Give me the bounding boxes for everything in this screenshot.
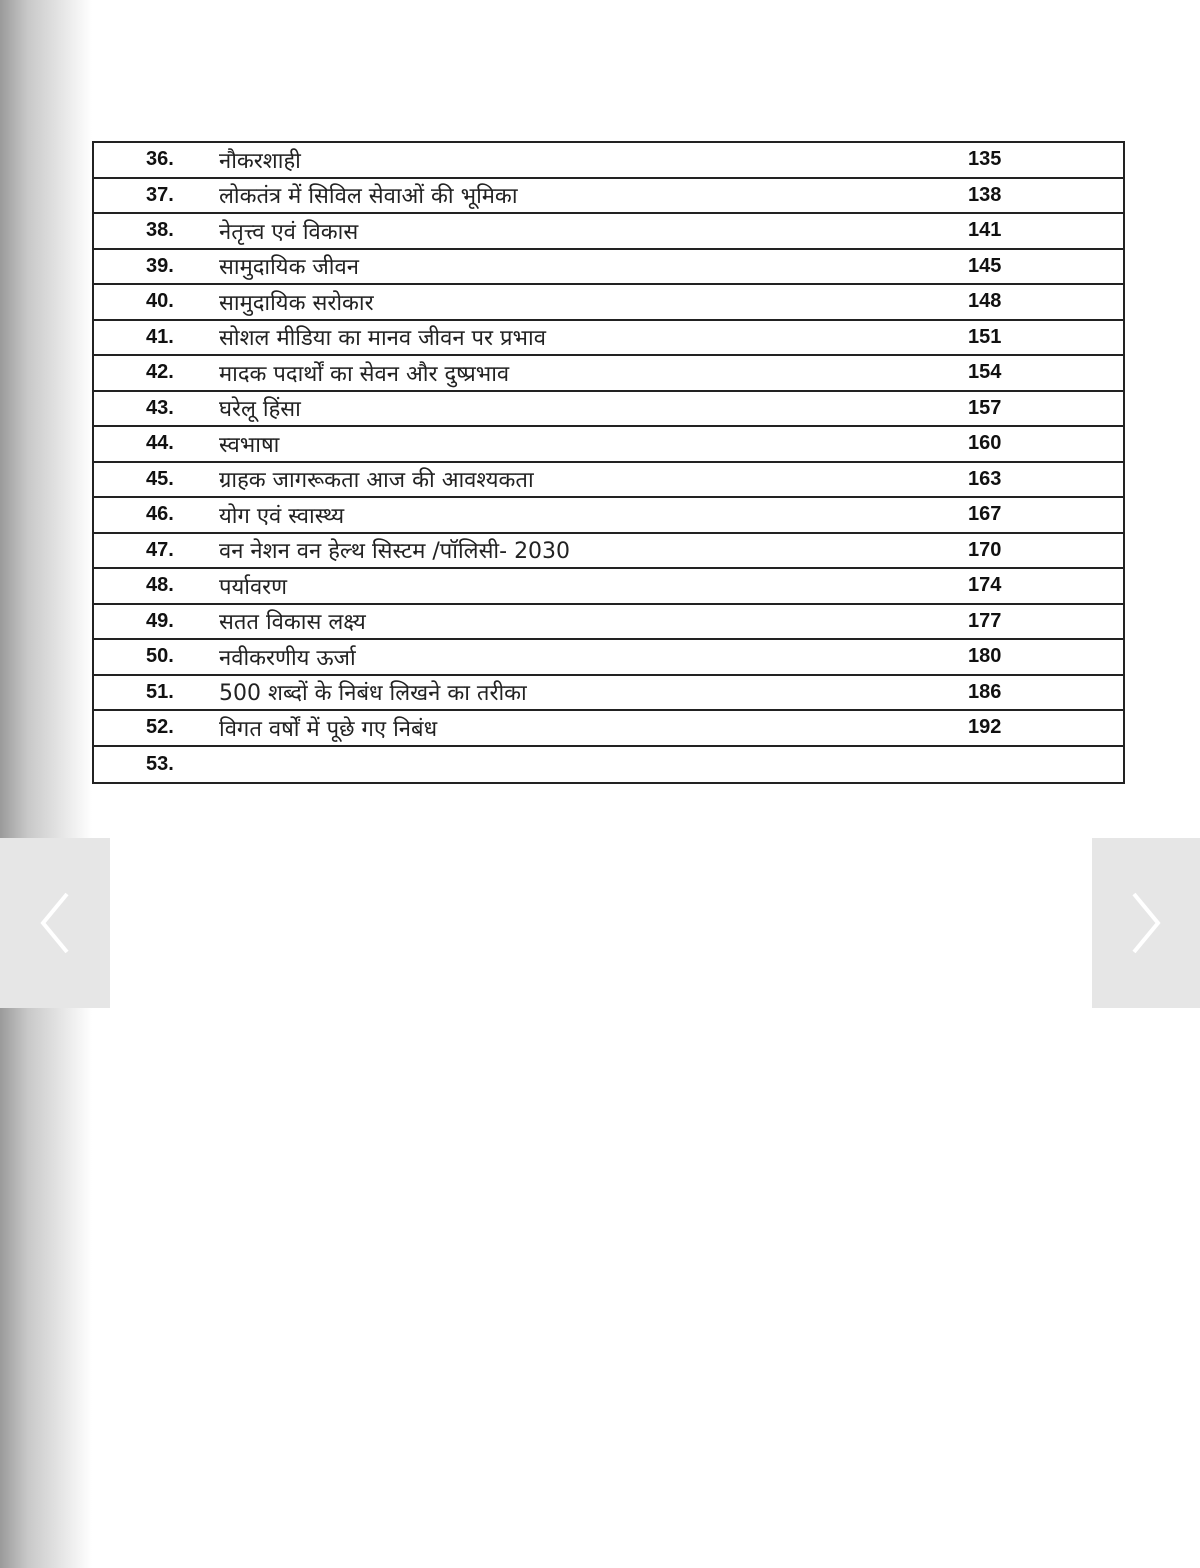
toc-page-number: 174 xyxy=(968,574,1002,597)
toc-title: पर्यावरण xyxy=(219,574,288,600)
toc-row[interactable]: 39. सामुदायिक जीवन 145 xyxy=(94,250,1123,285)
toc-row[interactable]: 36. नौकरशाही 135 xyxy=(94,143,1123,179)
toc-number: 53. xyxy=(146,752,174,775)
toc-number: 44. xyxy=(146,432,174,455)
toc-page-number: 151 xyxy=(968,325,1002,348)
toc-title: नेतृत्त्व एवं विकास xyxy=(219,219,359,245)
toc-number: 43. xyxy=(146,396,174,419)
toc-title: स्वभाषा xyxy=(219,432,280,458)
toc-row[interactable]: 46. योग एवं स्वास्थ्य 167 xyxy=(94,498,1123,534)
toc-page-number: 135 xyxy=(968,148,1002,171)
toc-title: मादक पदार्थों का सेवन और दुष्प्रभाव xyxy=(219,361,510,387)
next-page-button[interactable] xyxy=(1092,838,1200,1008)
toc-title: सोशल मीडिया का मानव जीवन पर प्रभाव xyxy=(219,326,546,352)
toc-page-number: 186 xyxy=(968,680,1002,703)
toc-number: 47. xyxy=(146,538,174,561)
toc-page-number: 138 xyxy=(968,183,1002,206)
toc-page-number: 170 xyxy=(968,538,1002,561)
toc-page-number: 154 xyxy=(968,361,1002,384)
toc-number: 37. xyxy=(146,183,174,206)
toc-number: 42. xyxy=(146,361,174,384)
toc-page-number: 141 xyxy=(968,219,1002,242)
toc-row[interactable]: 51. 500 शब्दों के निबंध लिखने का तरीका 186 xyxy=(94,676,1123,711)
page-edge-shadow xyxy=(0,0,92,1568)
toc-row[interactable]: 41. सोशल मीडिया का मानव जीवन पर प्रभाव 151 xyxy=(94,321,1123,356)
chevron-left-icon xyxy=(40,892,69,954)
toc-number: 52. xyxy=(146,716,174,739)
toc-title: घरेलू हिंसा xyxy=(219,397,301,423)
toc-page-number: 192 xyxy=(968,716,1002,739)
toc-title: ग्राहक जागरूकता आज की आवश्यकता xyxy=(219,468,534,494)
toc-row[interactable]: 47. वन नेशन वन हेल्थ सिस्टम /पॉलिसी- 2030… xyxy=(94,534,1123,569)
toc-page-number: 163 xyxy=(968,467,1002,490)
toc-row[interactable]: 48. पर्यावरण 174 xyxy=(94,569,1123,605)
toc-row[interactable]: 38. नेतृत्त्व एवं विकास 141 xyxy=(94,214,1123,250)
toc-title: लोकतंत्र में सिविल सेवाओं की भूमिका xyxy=(219,184,518,210)
toc-page-number: 145 xyxy=(968,254,1002,277)
table-of-contents: 36. नौकरशाही 135 37. लोकतंत्र में सिविल सेवा… xyxy=(92,141,1125,784)
toc-page-number: 177 xyxy=(968,609,1002,632)
toc-page-number: 157 xyxy=(968,396,1002,419)
toc-row[interactable]: 43. घरेलू हिंसा 157 xyxy=(94,392,1123,427)
toc-row[interactable]: 52. विगत वर्षों में पूछे गए निबंध 192 xyxy=(94,711,1123,747)
toc-number: 38. xyxy=(146,219,174,242)
toc-title: सतत विकास लक्ष्य xyxy=(219,610,366,636)
toc-row[interactable]: 50. नवीकरणीय ऊर्जा 180 xyxy=(94,640,1123,676)
toc-title: वन नेशन वन हेल्थ सिस्टम /पॉलिसी- 2030 xyxy=(219,539,571,565)
toc-title: विगत वर्षों में पूछे गए निबंध xyxy=(219,716,438,742)
chevron-right-icon xyxy=(1132,892,1161,954)
toc-page-number: 180 xyxy=(968,645,1002,668)
toc-title: सामुदायिक सरोकार xyxy=(219,290,374,316)
toc-title: 500 शब्दों के निबंध लिखने का तरीका xyxy=(219,681,527,707)
toc-number: 39. xyxy=(146,254,174,277)
toc-number: 50. xyxy=(146,645,174,668)
previous-page-button[interactable] xyxy=(0,838,110,1008)
toc-row[interactable]: 37. लोकतंत्र में सिविल सेवाओं की भूमिका 13… xyxy=(94,179,1123,214)
toc-number: 46. xyxy=(146,503,174,526)
toc-row[interactable]: 45. ग्राहक जागरूकता आज की आवश्यकता 163 xyxy=(94,463,1123,498)
toc-row[interactable]: 42. मादक पदार्थों का सेवन और दुष्प्रभाव 15… xyxy=(94,356,1123,392)
toc-number: 45. xyxy=(146,467,174,490)
toc-number: 51. xyxy=(146,680,174,703)
toc-row[interactable]: 49. सतत विकास लक्ष्य 177 xyxy=(94,605,1123,640)
toc-number: 49. xyxy=(146,609,174,632)
toc-title: योग एवं स्वास्थ्य xyxy=(219,503,345,529)
toc-title: नवीकरणीय ऊर्जा xyxy=(219,645,356,671)
toc-row[interactable]: 40. सामुदायिक सरोकार 148 xyxy=(94,285,1123,321)
toc-number: 40. xyxy=(146,290,174,313)
toc-title: सामुदायिक जीवन xyxy=(219,255,359,281)
toc-number: 48. xyxy=(146,574,174,597)
toc-number: 41. xyxy=(146,325,174,348)
toc-row[interactable]: 53. xyxy=(94,747,1123,783)
toc-number: 36. xyxy=(146,148,174,171)
toc-page-number: 167 xyxy=(968,503,1002,526)
toc-page-number: 160 xyxy=(968,432,1002,455)
toc-row[interactable]: 44. स्वभाषा 160 xyxy=(94,427,1123,463)
toc-title: नौकरशाही xyxy=(219,148,301,174)
toc-page-number: 148 xyxy=(968,290,1002,313)
